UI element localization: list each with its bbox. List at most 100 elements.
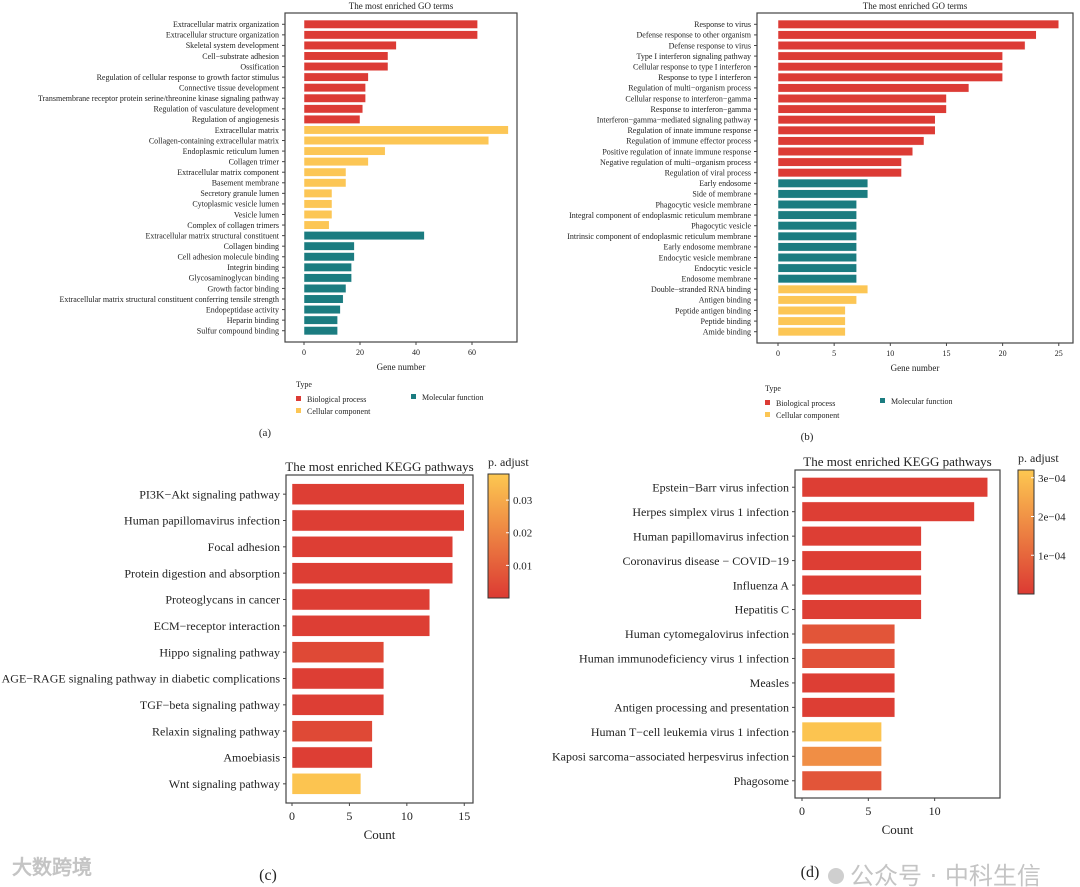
category-label: Phagosome [734, 774, 789, 788]
bar [801, 746, 882, 767]
x-tick-label: 20 [999, 349, 1007, 358]
bar [303, 231, 425, 241]
bar [777, 295, 857, 305]
bar [291, 720, 373, 742]
bar [291, 509, 465, 532]
panel-label: (b) [801, 431, 814, 443]
category-label: Negative regulation of multi−organism pr… [600, 158, 751, 167]
bar [801, 575, 922, 596]
x-tick-label: 0 [799, 804, 805, 818]
category-label: Regulation of vasculature development [153, 105, 279, 114]
bar [777, 178, 869, 188]
bar [303, 30, 478, 40]
category-label: Basement membrane [212, 179, 280, 188]
x-tick-label: 20 [356, 348, 364, 357]
colorbar-title: p. adjust [1018, 451, 1059, 465]
chart-title: The most enriched KEGG pathways [803, 454, 991, 469]
x-tick-label: 15 [458, 809, 470, 823]
x-tick-label: 0 [289, 809, 295, 823]
category-label: Amide binding [703, 328, 751, 337]
x-tick-label: 10 [401, 809, 413, 823]
category-label: Proteoglycans in cancer [165, 593, 280, 607]
bar [801, 721, 882, 742]
bar [777, 284, 869, 294]
chart-title: The most enriched GO terms [863, 1, 968, 11]
legend-label: Cellular component [307, 407, 371, 416]
x-axis-label: Gene number [377, 362, 426, 372]
bar [777, 83, 970, 93]
bar [777, 210, 857, 220]
category-label: Coronavirus disease − COVID−19 [622, 554, 789, 568]
bar [291, 588, 431, 611]
bar [291, 773, 362, 795]
bar [777, 306, 846, 315]
colorbar-tick-label: 0.03 [513, 495, 533, 507]
category-label: Early endosome membrane [663, 243, 751, 252]
bar [777, 125, 936, 135]
category-label: Human T−cell leukemia virus 1 infection [591, 725, 789, 739]
category-label: Cellular response to type I interferon [633, 63, 751, 72]
category-label: Kaposi sarcoma−associated herpesvirus in… [552, 750, 789, 764]
chart-panel-a: The most enriched GO terms Extracellular … [38, 1, 518, 439]
bar [801, 526, 922, 547]
category-label: Regulation of angiogenesis [192, 115, 279, 124]
bar [303, 125, 509, 135]
x-tick-label: 40 [412, 348, 420, 357]
bar [801, 697, 896, 718]
plot-frame [756, 12, 1074, 344]
x-axis-label: Count [364, 827, 396, 842]
legend-swatch [765, 412, 770, 417]
colorbar [487, 473, 510, 599]
category-label: Growth factor binding [207, 284, 279, 293]
category-label: Extracellular matrix component [177, 168, 280, 177]
category-label: Antigen processing and presentation [614, 701, 789, 715]
colorbar-tick-label: 1e−04 [1038, 550, 1066, 562]
bar [777, 274, 857, 284]
category-label: Endocytic vesicle [694, 264, 751, 273]
category-label: Connective tissue development [179, 83, 280, 92]
legend-title: Type [296, 380, 312, 389]
chart-title: The most enriched GO terms [349, 1, 454, 11]
category-label: Cytoplasmic vesicle lumen [192, 200, 279, 209]
legend-label: Molecular function [422, 393, 484, 402]
bar [777, 115, 936, 125]
category-label: Double−stranded RNA binding [651, 285, 751, 294]
bar [801, 501, 975, 522]
category-label: Human immunodeficiency virus 1 infection [579, 652, 789, 666]
bar [777, 231, 857, 241]
plot-frame [285, 474, 474, 804]
bar [291, 615, 431, 637]
bar [291, 694, 385, 716]
chart-panel-c: The most enriched KEGG pathways PI3K−Akt … [2, 455, 533, 884]
bar [303, 19, 478, 29]
bar [777, 263, 857, 273]
bar [303, 283, 347, 293]
category-label: Extracellular matrix [215, 126, 279, 135]
category-label: Regulation of viral process [665, 169, 751, 178]
legend-swatch [411, 394, 416, 399]
bar [291, 746, 373, 769]
x-tick-label: 25 [1055, 349, 1063, 358]
category-label: Response to virus [694, 20, 751, 29]
bar [777, 253, 857, 262]
bar [801, 623, 896, 645]
category-label: Human papillomavirus infection [633, 529, 789, 543]
category-label: Positive regulation of innate immune res… [602, 147, 751, 156]
watermark-right: 公众号 · 中科生信 [850, 862, 1041, 887]
category-label: Endocytic vesicle membrane [659, 253, 752, 262]
category-label: Phagocytic vesicle membrane [655, 200, 751, 209]
bar [777, 189, 869, 199]
bar [777, 157, 902, 167]
legend-swatch [296, 408, 301, 413]
bar [777, 19, 1060, 29]
category-label: Ossification [240, 62, 279, 71]
category-label: Phagocytic vesicle [691, 222, 751, 231]
category-label: Complex of collagen trimers [187, 221, 279, 230]
x-axis-label: Gene number [891, 363, 940, 373]
bar [303, 315, 338, 325]
category-label: Cellular response to interferon−gamma [625, 94, 751, 103]
category-label: Human cytomegalovirus infection [625, 627, 789, 641]
bar [303, 305, 341, 315]
category-label: Hippo signaling pathway [159, 645, 280, 659]
